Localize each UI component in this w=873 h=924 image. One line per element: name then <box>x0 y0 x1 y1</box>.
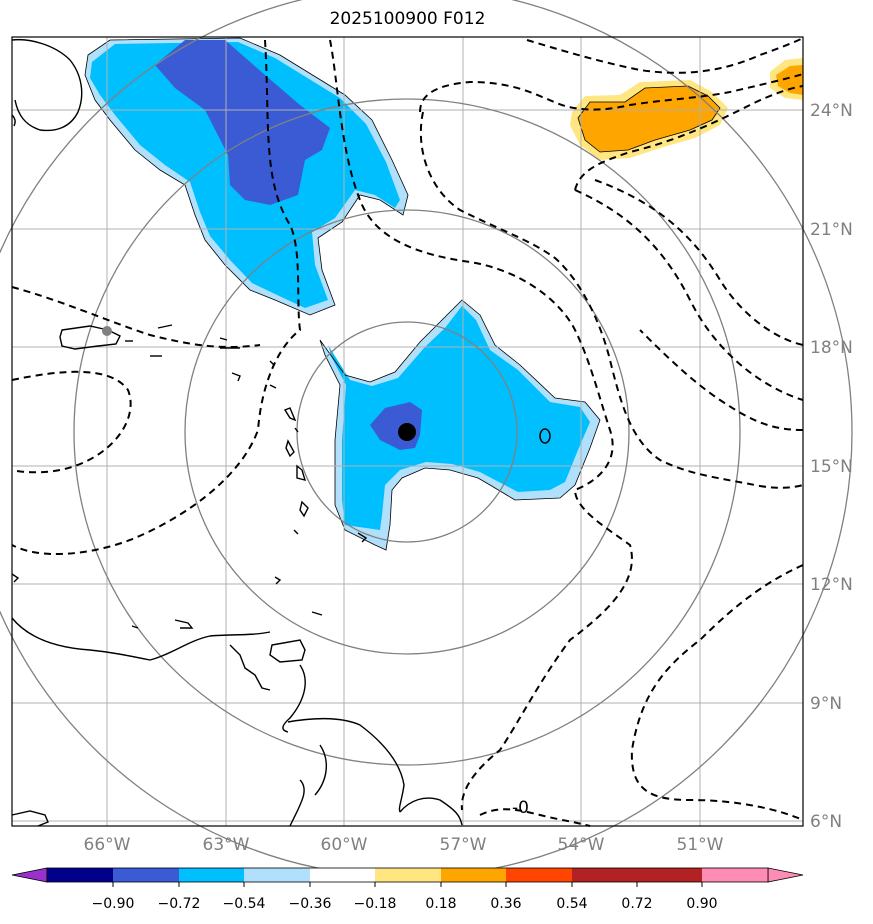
colorbar-extend-low <box>11 867 48 883</box>
small-closed-contour <box>539 428 551 444</box>
colorbar: −0.90 −0.72 −0.54 −0.36 −0.18 0.18 0.36 … <box>11 867 804 912</box>
colorbar-tick-label: −0.36 <box>289 896 332 912</box>
colorbar-tick-label: −0.90 <box>92 896 135 912</box>
negative-anomaly-blob-central <box>328 306 590 530</box>
lat-label: 9°N <box>810 694 842 714</box>
colorbar-segment <box>244 868 310 882</box>
colorbar-tick-label: −0.18 <box>354 896 397 912</box>
colorbar-segment <box>375 868 441 882</box>
colorbar-segment <box>702 868 768 882</box>
lat-label: 15°N <box>810 457 853 477</box>
map-title: 2025100900 F012 <box>329 9 486 29</box>
shading-outlines <box>84 37 721 551</box>
lon-label: 51°W <box>677 835 724 855</box>
colorbar-tick-label: 0.72 <box>621 896 652 912</box>
lat-label: 21°N <box>810 220 853 240</box>
longitude-labels: 66°W 63°W 60°W 57°W 54°W 51°W <box>84 835 724 855</box>
lon-label: 66°W <box>84 835 131 855</box>
latitude-labels: 24°N 21°N 18°N 15°N 12°N 9°N 6°N <box>810 101 853 832</box>
colorbar-border <box>46 867 769 883</box>
colorbar-segment <box>113 868 179 882</box>
lon-label: 57°W <box>440 835 487 855</box>
lat-label: 6°N <box>810 812 842 832</box>
storm-center-marker <box>398 423 416 441</box>
colorbar-extend-high <box>767 867 804 883</box>
coastlines <box>11 38 463 827</box>
negative-anomaly-core-north <box>155 40 330 205</box>
lon-label: 60°W <box>321 835 368 855</box>
lon-label: 63°W <box>203 835 250 855</box>
contour-label: -0 <box>512 798 529 818</box>
lat-label: 12°N <box>810 575 853 595</box>
colorbar-segment <box>506 868 572 882</box>
colorbar-tick-label: 0.36 <box>490 896 521 912</box>
lat-label: 18°N <box>810 338 853 358</box>
colorbar-segment <box>441 868 506 882</box>
dashed-contours <box>11 37 804 827</box>
colorbar-tick-label: 0.18 <box>425 896 456 912</box>
lon-label: 54°W <box>558 835 605 855</box>
colorbar-ticks <box>112 882 703 887</box>
positive-anomaly-east-core <box>776 65 803 95</box>
map-frame <box>11 36 804 827</box>
colorbar-segment <box>47 868 113 882</box>
lat-label: 24°N <box>810 101 853 121</box>
colorbar-segment <box>637 868 702 882</box>
colorbar-tick-label: 0.54 <box>556 896 587 912</box>
colorbar-tick-label: −0.54 <box>223 896 266 912</box>
colorbar-tick-label: 0.90 <box>686 896 717 912</box>
positive-anomaly-core <box>578 86 720 152</box>
colorbar-segment <box>572 868 637 882</box>
colorbar-tick-label: −0.72 <box>158 896 201 912</box>
colorbar-segment <box>310 868 375 882</box>
colorbar-segment <box>179 868 244 882</box>
reference-point-marker <box>102 326 112 336</box>
